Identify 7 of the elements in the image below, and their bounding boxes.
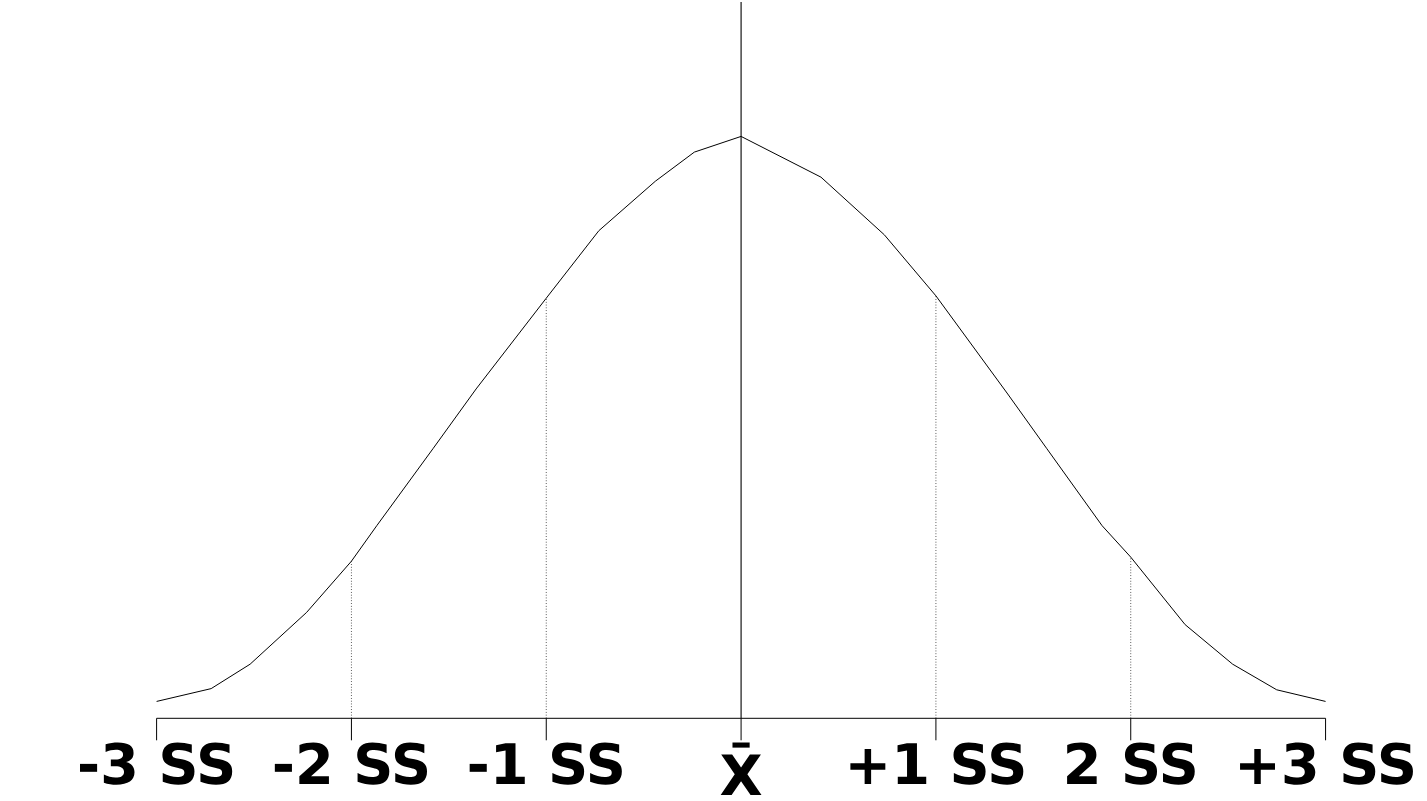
- x-tick-label: 2 SS: [1067, 742, 1195, 785]
- x-tick-label: X̄: [720, 742, 762, 796]
- x-tick-label: -1 SS: [469, 742, 622, 785]
- x-tick-label: +1 SS: [850, 742, 1024, 785]
- x-tick-label: -3 SS: [80, 742, 233, 785]
- x-tick-label: +3 SS: [1240, 742, 1413, 785]
- x-tick-label: -2 SS: [274, 742, 428, 785]
